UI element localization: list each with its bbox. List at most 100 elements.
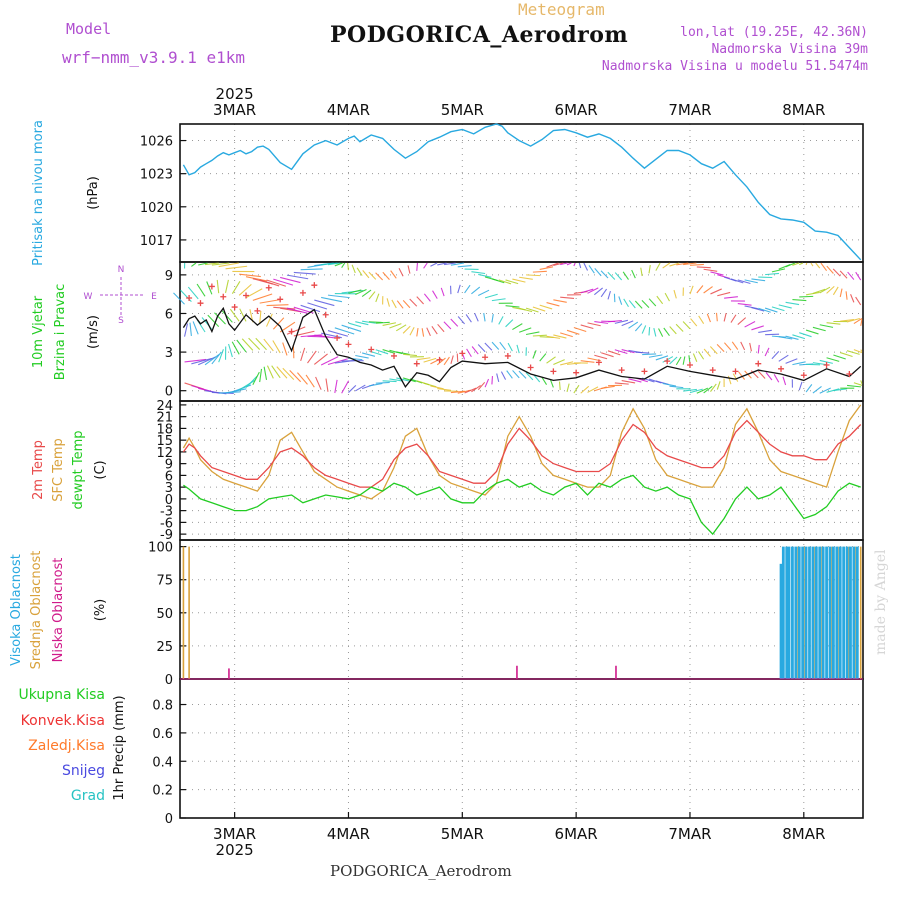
wind-vector-arrow [653, 328, 657, 337]
wind-vector-arrow [231, 341, 240, 355]
wind-unit: (m/s) [86, 315, 101, 349]
wind-vector-arrow [436, 357, 446, 366]
cloud-bar-high [785, 546, 789, 679]
wind-vector-arrow [525, 331, 540, 336]
wind-vector-arrow [771, 268, 786, 273]
wind-vector-arrow [607, 290, 611, 300]
gust-marker [413, 360, 420, 367]
wind-vector-arrow [607, 350, 621, 356]
wind-vector-arrow [450, 262, 465, 266]
wind-vector-arrow [587, 386, 599, 393]
wind-vector-arrow [266, 279, 286, 287]
y-tick-label: 0.8 [152, 699, 173, 714]
wind-vector-arrow [386, 298, 390, 307]
wind-vector-arrow [621, 349, 635, 354]
wind-vector-arrow [853, 317, 863, 325]
wind-vector-arrow [484, 378, 490, 388]
cloud-bar-high [849, 546, 852, 679]
cloud-bar-mid [859, 546, 862, 679]
wind-vector-arrow [826, 285, 835, 294]
wind-vector-arrow [716, 343, 725, 352]
wind-vector-arrow [628, 321, 639, 329]
gust-marker [334, 334, 341, 341]
wind-vector-arrow [846, 317, 860, 323]
gust-marker [641, 368, 648, 375]
wind-vector-arrow [361, 352, 376, 357]
y-tick-label: -9 [160, 528, 173, 543]
precip-legend-item: Grad [71, 788, 105, 804]
wind-vector-arrow [286, 274, 309, 280]
wind-vector-arrow [416, 262, 418, 271]
wind-vector-arrow [263, 366, 268, 380]
wind-vector-arrow [723, 342, 732, 351]
wind-vector-arrow [314, 299, 335, 307]
wind-vector-arrow [341, 380, 350, 394]
wind-vector-arrow [812, 288, 826, 294]
wind-vector-arrow [320, 356, 339, 366]
wind-vector-arrow [477, 381, 486, 391]
wind-vector-arrow [402, 300, 411, 309]
wind-vector-arrow [716, 381, 721, 390]
y-tick-label: 12 [156, 446, 173, 461]
wind-vector-arrow [805, 291, 820, 296]
cloud-bar-high [855, 546, 859, 679]
wind-vector-arrow [812, 326, 826, 332]
gust-marker [311, 282, 318, 289]
cloud-bar-high [811, 546, 815, 679]
panel-frame-pressure [179, 123, 864, 263]
wind-vector-arrow [211, 262, 230, 266]
wind-vector-arrow [187, 286, 199, 300]
wind-vector-arrow [839, 270, 848, 279]
wind-vector-arrow [321, 296, 343, 303]
wind-vector-arrow [259, 368, 263, 383]
wind-vector-arrow [491, 376, 493, 385]
wind-vector-arrow [724, 296, 738, 299]
x-day-label-bottom: 6MAR [555, 825, 598, 843]
wind-vector-arrow [765, 272, 780, 276]
wind-vector-arrow [553, 334, 567, 339]
wind-vector-arrow [356, 267, 363, 276]
cloud-bar-high [832, 546, 835, 679]
wind-vector-arrow [860, 349, 863, 352]
year-label-top: 2025 [216, 85, 254, 103]
wind-vector-arrow [396, 351, 410, 355]
wind-vector-arrow [300, 304, 321, 313]
wind-vector-arrow [245, 288, 263, 299]
wind-vector-arrow [457, 284, 461, 294]
gust-marker [482, 354, 489, 361]
wind-vector-arrow [594, 321, 609, 324]
wind-vector-arrow [184, 323, 189, 337]
wind-vector-arrow [648, 264, 651, 274]
temp-unit: (C) [93, 460, 108, 479]
wind-vector-arrow [532, 306, 546, 312]
wind-vector-arrow [341, 262, 346, 269]
wind-vector-arrow [297, 372, 308, 385]
y-tick-label: 9 [165, 458, 173, 473]
wind-vector-arrow [819, 359, 833, 364]
wind-vector-arrow [483, 312, 486, 322]
wind-vector-arrow [474, 312, 479, 322]
wind-vector-arrow [198, 262, 208, 266]
wind-vector-arrow [407, 265, 411, 274]
compass-north: N [118, 265, 125, 275]
wind-vector-arrow [307, 302, 328, 310]
wind-vector-arrow [758, 307, 771, 313]
wind-vector-arrow [634, 323, 643, 332]
y-tick-label: 25 [156, 640, 173, 655]
wind-vector-arrow [810, 262, 814, 267]
wind-vector-arrow [348, 322, 362, 328]
gust-marker [208, 283, 215, 290]
wind-vector-arrow [245, 375, 258, 388]
x-day-label-bottom: 7MAR [668, 825, 711, 843]
wind-vector-arrow [833, 354, 846, 360]
wind-vector-arrow [641, 299, 650, 309]
wind-vector-arrow [539, 353, 547, 362]
wind-vector-arrow [751, 307, 765, 312]
wind-axis-title-1: 10m Vjetar [31, 295, 46, 368]
wind-vector-arrow [471, 384, 481, 393]
wind-vector-arrow [539, 304, 553, 310]
wind-vector-arrow [737, 279, 751, 285]
wind-vector-arrow [826, 388, 840, 393]
wind-vector-arrow [334, 379, 338, 394]
